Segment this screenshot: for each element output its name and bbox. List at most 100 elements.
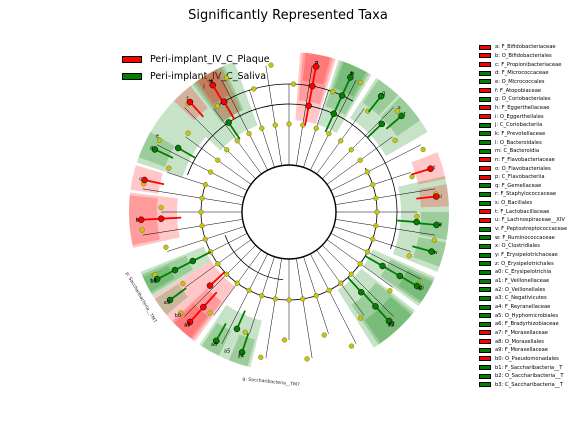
clade-node-a6 [212,337,220,345]
tree-node [281,337,288,343]
key-entry-d: d: F_Micrococcaceae [479,69,567,78]
clade-node-b1 [153,275,161,283]
key-swatch-b3 [479,382,491,388]
clade-node-r [398,112,405,120]
clade-letter-f: f [186,97,188,103]
clade-letter-t: t [433,165,435,171]
clade-node-a5 [233,325,241,333]
key-label-z: z: O_Erysipelotrichales [495,260,554,267]
tree-node [357,261,363,267]
clade-letter-v: v [439,223,442,229]
tree-node [251,86,257,92]
clade-node-u [432,193,440,200]
tree-node [290,81,297,87]
key-label-r: r: F_Staphylococcaceae [495,191,557,198]
key-swatch-g [479,96,491,102]
clade-letter-a1: a1 [389,322,395,328]
clade-letter-b1: b1 [150,279,156,285]
tree-branch-edge [335,219,436,236]
tree-node [286,121,292,127]
key-swatch-d [479,70,491,76]
clade-node-a8 [200,303,207,311]
key-swatch-b [479,53,491,59]
key-swatch-v [479,226,491,232]
key-swatch-a2 [479,287,491,293]
tree-branch-edge [322,245,394,317]
clade-node-d [151,146,159,153]
key-entry-a1: a1: F_Veillonellaceae [479,277,567,286]
tree-branch-edge [310,80,357,171]
key-swatch-b2 [479,373,491,379]
key-entry-w: w: F_Ruminococcaceae [479,233,567,242]
key-label-a7: a7: F_Moraxellaceae [495,329,548,336]
clade-branch-a [141,217,162,221]
key-label-v: v: F_Peptostreptococcaceae [495,226,568,233]
clade-branch-d [154,148,174,159]
clade-node-i [220,98,228,105]
legend-label-plaque: Peri-implant_IV_C_Plaque [150,54,270,65]
tree-node [199,223,205,229]
clade-letter-m: m [350,71,355,77]
key-label-q: q: F_Gemellaceae [495,182,542,189]
tree-node [207,310,213,316]
clade-branch-h [212,84,224,103]
clade-branch-a7 [189,306,205,323]
key-swatch-q [479,183,491,189]
legend-swatch-saliva [122,73,142,80]
tree-node [223,75,230,81]
key-entry-q: q: F_Gemellaceae [479,182,567,191]
clade-letter-q: q [382,91,385,97]
clade-node-m [330,110,338,117]
clade-node-e [174,144,182,152]
tree-node [364,169,371,175]
key-label-w: w: F_Ruminococcaceae [495,234,555,241]
clade-branch-v [416,222,437,226]
clade-node-w [428,248,435,255]
tree-node [234,138,240,144]
clade-letter-a: a [136,217,139,223]
legend-entry-saliva: Peri-implant_IV_C_Saliva [122,68,270,85]
clade-node-h [209,81,217,89]
key-swatch-e [479,79,491,85]
tree-node [215,261,221,267]
key-label-u: u: F_Lachnospiraceae__XIV [495,217,565,224]
key-swatch-p [479,174,491,180]
clade-branch-a6 [215,322,227,342]
tree-branch-edge [310,253,357,344]
clade-branch-o [307,85,314,106]
tree-node [338,138,344,144]
clade-letter-a0: a0 [418,286,424,292]
clade-branch-b1 [156,269,176,280]
key-entry-a6: a6: F_Bradyrhizobiaceae [479,320,567,329]
chart-title: Significantly Represented Taxa [188,8,388,23]
clade-node-a1 [385,317,393,325]
key-swatch-r [479,191,491,197]
tree-node [286,297,292,303]
tree-node [414,213,420,220]
tree-node [357,157,363,163]
tree-branch-edge [221,253,268,344]
key-swatch-f [479,88,491,94]
tree-branch-edge [142,219,243,236]
key-label-k: k: F_Prevotellaceae [495,130,546,137]
tree-branch-edge [221,80,268,171]
clade-node-a2 [372,303,379,310]
key-swatch-s [479,200,491,206]
clade-letter-a8: a8 [184,322,190,328]
tree-node [202,182,208,188]
key-swatch-b0 [479,356,491,362]
key-label-p: p: C_Flavobacteriia [495,174,545,181]
clade-branch-a0 [364,255,383,267]
key-entry-o: o: O_Flavobacteriales [479,164,567,173]
clade-branch-m [324,113,335,133]
clade-node-a [137,216,145,223]
clade-node-z [396,272,404,280]
tree-node [364,249,371,255]
key-label-a4: a4: F_Reyranellaceae [495,304,551,311]
key-swatch-a0 [479,269,491,275]
key-entry-h: h: F_Eggerthellaceae [479,104,567,113]
clade-node-o [309,82,316,90]
clade-shade-e [136,104,206,178]
key-swatch-a5 [479,313,491,319]
clade-letter-d: d [150,145,153,151]
